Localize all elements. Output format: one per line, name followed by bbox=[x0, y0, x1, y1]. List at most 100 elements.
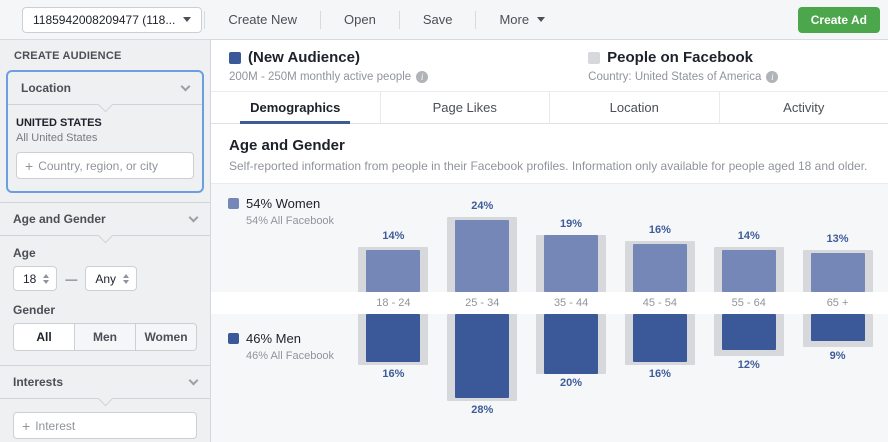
tab-demographics[interactable]: Demographics bbox=[211, 92, 380, 123]
men-percent-label: 20% bbox=[560, 377, 583, 389]
location-section-header[interactable]: Location bbox=[8, 72, 202, 104]
audience-id-dropdown[interactable]: 1185942008209477 (118... bbox=[22, 6, 203, 33]
women-legend-swatch bbox=[228, 198, 239, 209]
new-audience-subtitle: 200M - 250M monthly active people bbox=[229, 71, 412, 83]
age-axis-label: 65 + bbox=[826, 297, 849, 309]
chevron-down-icon bbox=[188, 212, 199, 222]
men-percent-label: 9% bbox=[829, 350, 846, 362]
women-legend: 54% Women 54% All Facebook bbox=[228, 196, 334, 227]
interest-input-placeholder: Interest bbox=[35, 418, 76, 433]
gender-men-button[interactable]: Men bbox=[74, 324, 135, 350]
age-axis-label: 35 - 44 bbox=[553, 297, 589, 309]
section-divider bbox=[8, 104, 202, 105]
age-gender-section: Age and Gender Age 18 — Any Gender All M… bbox=[0, 203, 210, 365]
interests-section: Interests + Interest bbox=[0, 366, 210, 442]
create-ad-button[interactable]: Create Ad bbox=[797, 6, 880, 33]
bar-women-4[interactable] bbox=[721, 250, 776, 292]
section-divider bbox=[0, 235, 210, 236]
section-divider bbox=[0, 202, 210, 203]
bar-men-1[interactable] bbox=[455, 314, 510, 398]
age-group-35-44: 19% 20% 35 - 44 bbox=[527, 184, 616, 442]
caret-down-icon bbox=[537, 17, 546, 22]
audience-comparison-header: (New Audience) 200M - 250M monthly activ… bbox=[211, 40, 888, 91]
men-percent-label: 28% bbox=[471, 404, 494, 416]
open-button[interactable]: Open bbox=[344, 12, 376, 27]
audience-id-label: 1185942008209477 (118... bbox=[33, 12, 176, 27]
gender-women-button[interactable]: Women bbox=[135, 324, 196, 350]
bar-women-3[interactable] bbox=[632, 244, 687, 292]
section-divider bbox=[0, 398, 210, 399]
age-gender-section-head: Age and Gender Self-reported information… bbox=[211, 124, 888, 183]
age-group-25-34: 24% 28% 25 - 34 bbox=[438, 184, 527, 442]
age-max-select[interactable]: Any bbox=[85, 266, 138, 291]
gender-label: Gender bbox=[13, 303, 56, 317]
bar-men-2[interactable] bbox=[544, 314, 599, 374]
chevron-down-icon bbox=[188, 375, 199, 385]
age-axis-label: 18 - 24 bbox=[376, 297, 411, 309]
tab-activity[interactable]: Activity bbox=[718, 92, 888, 123]
location-input-placeholder: Country, region, or city bbox=[38, 158, 159, 173]
men-all-facebook-label: 46% All Facebook bbox=[246, 350, 335, 362]
gender-all-button[interactable]: All bbox=[14, 324, 74, 350]
age-axis-label: 25 - 34 bbox=[465, 297, 500, 309]
age-group-18-24: 14% 16% 18 - 24 bbox=[349, 184, 438, 442]
toolbar-divider bbox=[320, 10, 321, 29]
more-menu-button[interactable]: More bbox=[478, 0, 566, 40]
bar-men-0[interactable] bbox=[366, 314, 421, 362]
women-percent-label: 13% bbox=[826, 233, 849, 245]
chart-section-description: Self-reported information from people in… bbox=[229, 159, 868, 173]
men-percent-label: 12% bbox=[737, 359, 760, 371]
men-legend-label: 46% Men bbox=[246, 331, 301, 346]
caret-down-icon bbox=[183, 17, 192, 22]
new-audience-swatch bbox=[229, 51, 241, 64]
interest-search-input[interactable]: + Interest bbox=[13, 412, 197, 439]
interests-section-header[interactable]: Interests bbox=[0, 366, 210, 398]
bar-women-2[interactable] bbox=[544, 235, 599, 292]
location-country-label: UNITED STATES bbox=[16, 117, 102, 129]
info-icon[interactable] bbox=[416, 71, 429, 83]
age-axis-label: 45 - 54 bbox=[642, 297, 678, 309]
bar-men-5[interactable] bbox=[810, 314, 865, 341]
women-legend-label: 54% Women bbox=[246, 196, 321, 211]
age-gender-chart: 54% Women 54% All Facebook 46% Men 46% A… bbox=[211, 183, 888, 442]
age-label: Age bbox=[13, 246, 36, 260]
create-audience-sidebar: CREATE AUDIENCE Location UNITED STATES A… bbox=[0, 40, 211, 442]
bar-women-5[interactable] bbox=[810, 253, 865, 292]
age-range-dash: — bbox=[65, 271, 78, 286]
bar-men-3[interactable] bbox=[632, 314, 687, 362]
women-percent-label: 24% bbox=[471, 200, 494, 212]
men-percent-label: 16% bbox=[648, 368, 671, 380]
insights-panel: (New Audience) 200M - 250M monthly activ… bbox=[211, 40, 888, 442]
toolbar-divider bbox=[475, 10, 477, 29]
bar-women-1[interactable] bbox=[455, 220, 510, 292]
age-min-select[interactable]: 18 bbox=[13, 266, 58, 291]
tab-page-likes[interactable]: Page Likes bbox=[379, 92, 550, 123]
save-button[interactable]: Save bbox=[422, 12, 453, 27]
new-audience-title: (New Audience) bbox=[248, 49, 360, 66]
men-legend: 46% Men 46% All Facebook bbox=[228, 331, 334, 362]
toolbar: 1185942008209477 (118... Create New Open… bbox=[0, 0, 888, 40]
create-new-button[interactable]: Create New bbox=[228, 12, 297, 27]
age-group-65+: 13% 9% 65 + bbox=[793, 184, 882, 442]
chart-section-title: Age and Gender bbox=[229, 137, 345, 154]
age-gender-chart-groups: 14% 16% 18 - 24 24% 28% 25 - 34 19% 20% 35 - 44 1… bbox=[349, 184, 882, 442]
age-axis-label: 55 - 64 bbox=[731, 297, 766, 309]
age-gender-section-header[interactable]: Age and Gender bbox=[0, 203, 210, 235]
tab-location[interactable]: Location bbox=[549, 92, 719, 123]
stepper-arrows-icon bbox=[123, 273, 130, 284]
bar-women-0[interactable] bbox=[366, 250, 421, 292]
location-scope-label: All United States bbox=[16, 132, 98, 144]
comparison-country-subtitle: Country: United States of America bbox=[588, 71, 762, 83]
sidebar-title: CREATE AUDIENCE bbox=[14, 50, 122, 62]
age-axis-band bbox=[211, 292, 888, 314]
chevron-down-icon bbox=[180, 81, 191, 91]
location-search-input[interactable]: + Country, region, or city bbox=[16, 152, 194, 179]
gender-segmented-control: All Men Women bbox=[13, 323, 197, 351]
bar-men-4[interactable] bbox=[721, 314, 776, 350]
toolbar-divider bbox=[398, 10, 400, 29]
insights-tabs: Demographics Page Likes Location Activit… bbox=[211, 91, 888, 124]
women-percent-label: 19% bbox=[560, 218, 583, 230]
info-icon[interactable] bbox=[766, 71, 779, 83]
men-percent-label: 16% bbox=[382, 368, 405, 380]
plus-icon: + bbox=[22, 417, 31, 434]
